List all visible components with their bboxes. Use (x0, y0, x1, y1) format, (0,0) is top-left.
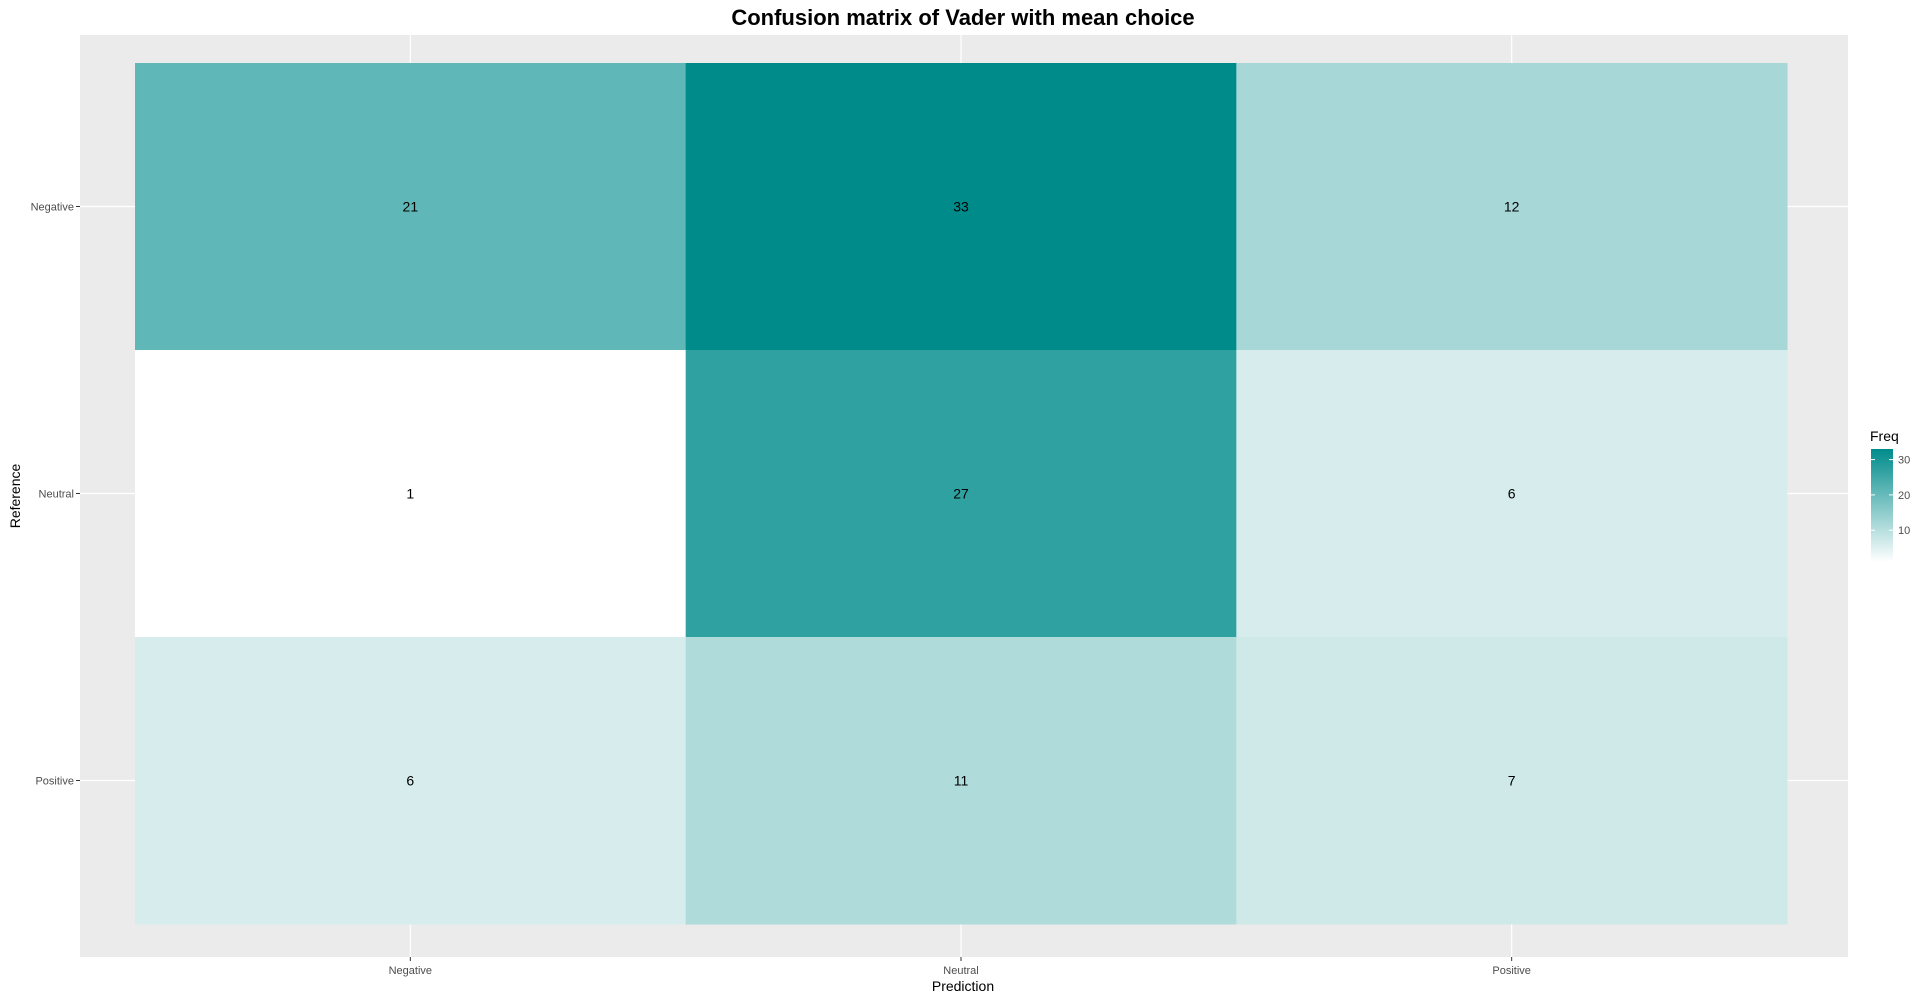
heatmap-cell-negative-neutral (685, 63, 1237, 351)
cell-value-positive-neutral: 11 (954, 773, 969, 789)
cell-value-neutral-positive: 6 (1508, 486, 1516, 502)
legend-title: Freq (1870, 428, 1899, 444)
cell-value-negative-negative: 21 (403, 199, 419, 215)
heatmap-cell-neutral-neutral (685, 350, 1237, 638)
legend-tick-label: 10 (1898, 525, 1910, 537)
y-tick-label-positive: Positive (35, 776, 74, 788)
cell-value-positive-positive: 7 (1508, 773, 1516, 789)
y-axis-title: Reference (7, 463, 23, 528)
cell-value-negative-positive: 12 (1504, 199, 1520, 215)
heatmap-cell-negative-positive (1236, 63, 1788, 351)
legend-ticks: 10 20 30 (1871, 455, 1910, 537)
color-legend: Freq 10 20 30 (1870, 428, 1910, 562)
heatmap-cell-positive-neutral (685, 637, 1237, 925)
x-tick-label-neutral: Neutral (943, 965, 978, 977)
y-tick-label-negative: Negative (31, 202, 74, 214)
legend-tick-label: 30 (1898, 455, 1910, 467)
cell-value-negative-neutral: 33 (953, 199, 969, 215)
cell-value-positive-negative: 6 (406, 773, 414, 789)
cell-value-neutral-neutral: 27 (953, 486, 969, 502)
cell-value-neutral-negative: 1 (406, 486, 414, 502)
heatmap-cell-neutral-negative (135, 350, 687, 638)
heatmap-cells (135, 63, 1788, 925)
x-axis-title: Prediction (932, 978, 994, 994)
heatmap-cell-neutral-positive (1236, 350, 1788, 638)
heatmap-cell-positive-positive (1236, 637, 1788, 925)
chart-title: Confusion matrix of Vader with mean choi… (731, 5, 1194, 30)
x-tick-label-negative: Negative (389, 965, 432, 977)
cell-labels: 21 33 12 1 27 6 6 11 7 (403, 199, 1520, 789)
y-tick-label-neutral: Neutral (39, 489, 74, 501)
heatmap-cell-positive-negative (135, 637, 687, 925)
x-axis-ticks: Negative Neutral Positive (389, 957, 1531, 977)
y-axis-ticks: Negative Neutral Positive (31, 202, 80, 788)
legend-colorbar (1871, 449, 1893, 562)
heatmap-cell-negative-negative (135, 63, 687, 351)
x-tick-label-positive: Positive (1492, 965, 1531, 977)
legend-tick-label: 20 (1898, 490, 1910, 502)
